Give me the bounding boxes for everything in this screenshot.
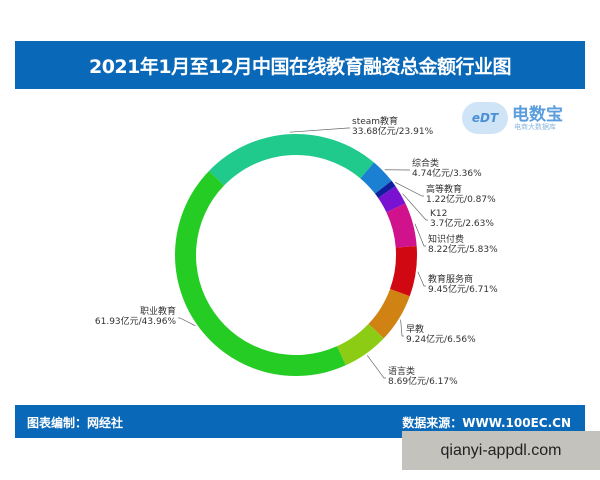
slice-label-value: 9.24亿元/6.56% (406, 333, 476, 345)
leader-line-3 (402, 193, 428, 221)
slice-label-name: 早教 (406, 323, 424, 335)
donut-slice-2 (374, 180, 396, 199)
watermark: qianyi-appdl.com (402, 431, 600, 470)
leader-line-6 (400, 319, 404, 337)
slice-label-name: steam教育 (352, 115, 398, 127)
slice-label-value: 61.93亿元/43.96% (95, 315, 177, 327)
chart-title: 2021年1月至12月中国在线教育融资总金额行业图 (15, 41, 585, 89)
slice-label-name: 综合类 (412, 157, 439, 169)
donut-slice-4 (386, 203, 417, 248)
leader-line-5 (417, 271, 426, 287)
slice-label-name: 知识付费 (428, 233, 464, 245)
leader-line-7 (366, 355, 386, 379)
donut-slice-6 (368, 289, 410, 339)
slice-label-value: 33.68亿元/23.91% (352, 125, 434, 137)
logo-name: 电数宝 (512, 105, 563, 125)
slice-label-value: 8.22亿元/5.83% (428, 243, 498, 255)
slice-label-value: 9.45亿元/6.71% (428, 283, 498, 295)
leader-line-2 (395, 181, 424, 197)
slice-label-value: 4.74亿元/3.36% (412, 167, 482, 179)
leader-line-0 (289, 127, 350, 133)
slice-label-name: 教育服务商 (428, 273, 473, 285)
slice-label-name: 语言类 (388, 365, 415, 377)
slice-label-name: K12 (430, 209, 447, 219)
slice-label-value: 3.7亿元/2.63% (430, 217, 494, 229)
footer-source: 数据来源：WWW.100EC.CN (402, 416, 571, 430)
donut-slice-0 (208, 133, 374, 186)
slice-label-value: 8.69亿元/6.17% (388, 375, 458, 387)
slice-label-name: 高等教育 (426, 183, 462, 195)
slice-label-name: 职业教育 (140, 305, 176, 317)
donut-slice-1 (360, 162, 392, 194)
donut-slice-7 (337, 323, 384, 366)
donut-slice-5 (390, 246, 417, 297)
donut-slice-8 (175, 170, 346, 376)
logo-subtitle: 电商大数据库 (514, 123, 556, 131)
footer-credit: 图表编制：网经社 (27, 416, 124, 430)
slice-label-value: 1.22亿元/0.87% (426, 193, 496, 205)
leader-line-4 (414, 223, 426, 247)
cloud-logo-icon: eDT (462, 102, 508, 134)
donut-slice-3 (378, 186, 406, 213)
leader-line-8 (178, 317, 196, 327)
logo: eDT 电数宝 电商大数据库 (462, 100, 572, 136)
